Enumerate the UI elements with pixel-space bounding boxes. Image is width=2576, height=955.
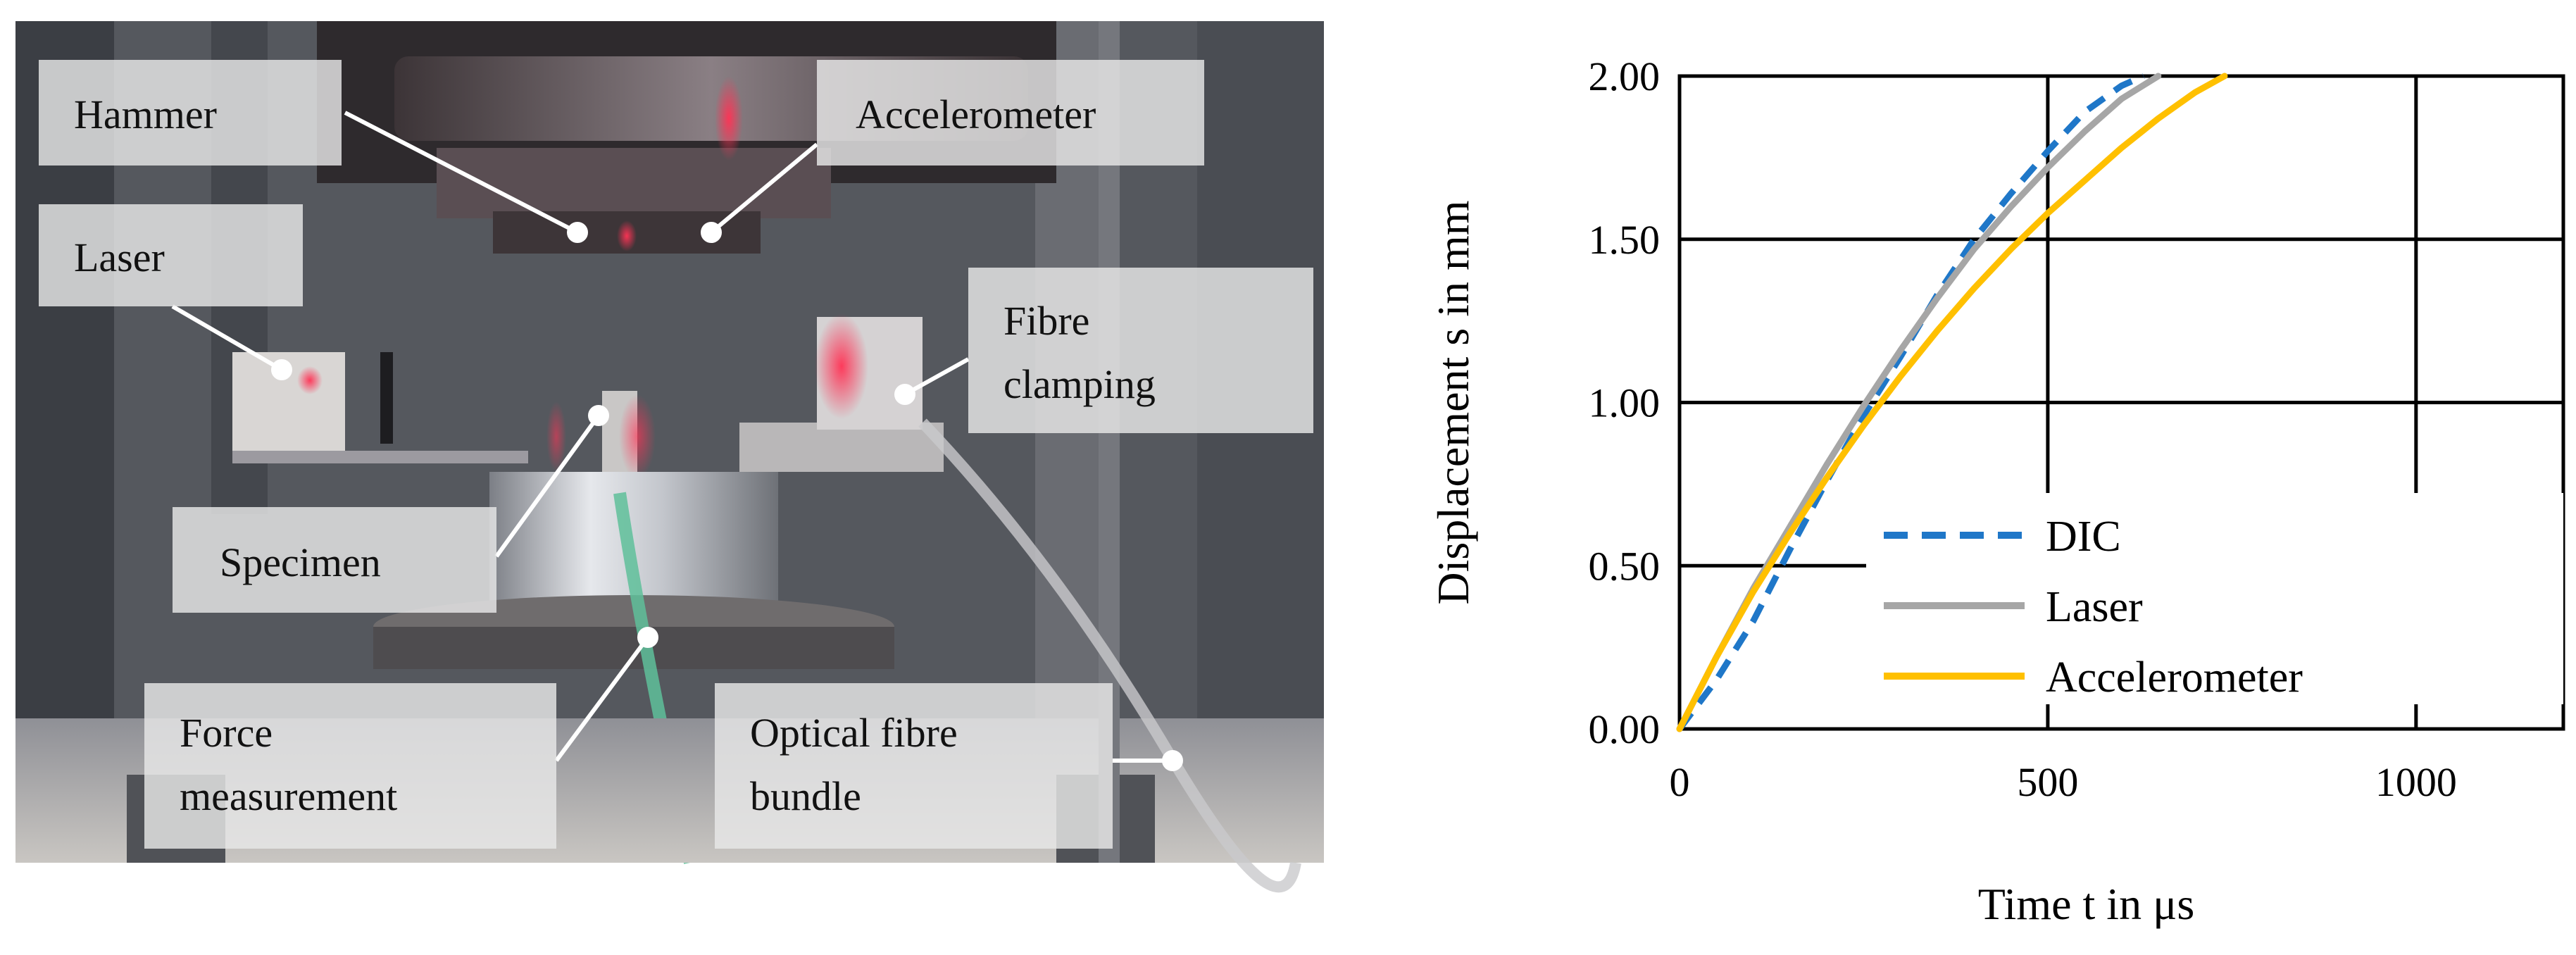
callout-fibre-clamping: Fibre clamping: [968, 268, 1313, 433]
x-tick-label: 0: [1670, 759, 1690, 805]
x-axis-title: Time t in μs: [1978, 879, 2195, 929]
callout-hammer: Hammer: [39, 60, 342, 166]
svg-text:Laser: Laser: [74, 235, 165, 280]
callout-accelerometer: Accelerometer: [817, 60, 1204, 166]
x-tick-label: 500: [2017, 759, 2078, 805]
svg-text:clamping: clamping: [1003, 361, 1156, 407]
legend-label-dic: DIC: [2046, 513, 2121, 561]
leader-lines: [171, 111, 1183, 771]
svg-text:bundle: bundle: [750, 773, 861, 819]
y-tick-label: 0.00: [1589, 706, 1661, 752]
svg-text:Force: Force: [180, 710, 273, 756]
svg-text:Optical fibre: Optical fibre: [750, 710, 958, 756]
svg-text:Fibre: Fibre: [1003, 298, 1089, 344]
y-tick-label: 1.00: [1589, 380, 1661, 426]
y-tick-label: 1.50: [1589, 217, 1661, 263]
callout-laser: Laser: [39, 204, 303, 306]
legend-label-laser: Laser: [2046, 583, 2143, 631]
plot-area: 0.00 0.50 1.00 1.50 2.00 0 500 1000 DIC Laser Acce…: [1589, 54, 2565, 805]
legend-box: [1866, 493, 2563, 704]
setup-photo: Hammer Accelerometer Laser Fibre clampin…: [15, 21, 1324, 893]
svg-text:Hammer: Hammer: [74, 92, 217, 137]
svg-text:Accelerometer: Accelerometer: [856, 92, 1096, 137]
y-tick-label: 2.00: [1589, 54, 1661, 99]
svg-text:Specimen: Specimen: [220, 539, 381, 585]
legend-label-accelerometer: Accelerometer: [2046, 654, 2303, 701]
svg-text:measurement: measurement: [180, 773, 397, 819]
series-line-accelerometer: [1676, 73, 2228, 732]
y-axis-title: Displacement s in mm: [1428, 200, 1478, 604]
callout-optical-fibre-bundle: Optical fibre bundle: [715, 683, 1113, 849]
callout-specimen: Specimen: [173, 507, 496, 613]
x-tick-label: 1000: [2375, 759, 2457, 805]
callout-force-measurement: Force measurement: [144, 683, 556, 849]
y-tick-label: 0.50: [1589, 543, 1661, 589]
